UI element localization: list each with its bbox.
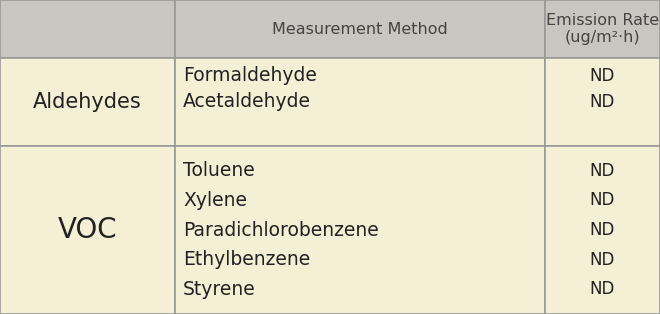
Bar: [0, 146, 175, 314]
Text: Styrene: Styrene: [183, 280, 256, 299]
Bar: [545, 146, 660, 314]
Bar: [0, 58, 175, 146]
Bar: [545, 58, 660, 146]
Bar: [545, 0, 660, 58]
Text: ND: ND: [590, 221, 615, 239]
Bar: [0, 0, 175, 58]
Text: Xylene: Xylene: [183, 191, 247, 210]
Text: ND: ND: [590, 192, 615, 209]
Text: ND: ND: [590, 67, 615, 85]
Text: Formaldehyde: Formaldehyde: [183, 66, 317, 85]
Text: Acetaldehyde: Acetaldehyde: [183, 92, 311, 111]
Text: VOC: VOC: [57, 216, 117, 244]
Bar: [175, 58, 545, 146]
Text: Ethylbenzene: Ethylbenzene: [183, 250, 310, 269]
Text: Aldehydes: Aldehydes: [33, 92, 142, 112]
Text: Emission Rate
(ug/m²·h): Emission Rate (ug/m²·h): [546, 13, 659, 45]
Text: ND: ND: [590, 280, 615, 298]
Text: Toluene: Toluene: [183, 161, 255, 180]
Bar: [175, 0, 545, 58]
Text: ND: ND: [590, 162, 615, 180]
Text: Measurement Method: Measurement Method: [272, 21, 448, 36]
Text: ND: ND: [590, 93, 615, 111]
Bar: [175, 146, 545, 314]
Text: Paradichlorobenzene: Paradichlorobenzene: [183, 220, 379, 240]
Text: ND: ND: [590, 251, 615, 268]
